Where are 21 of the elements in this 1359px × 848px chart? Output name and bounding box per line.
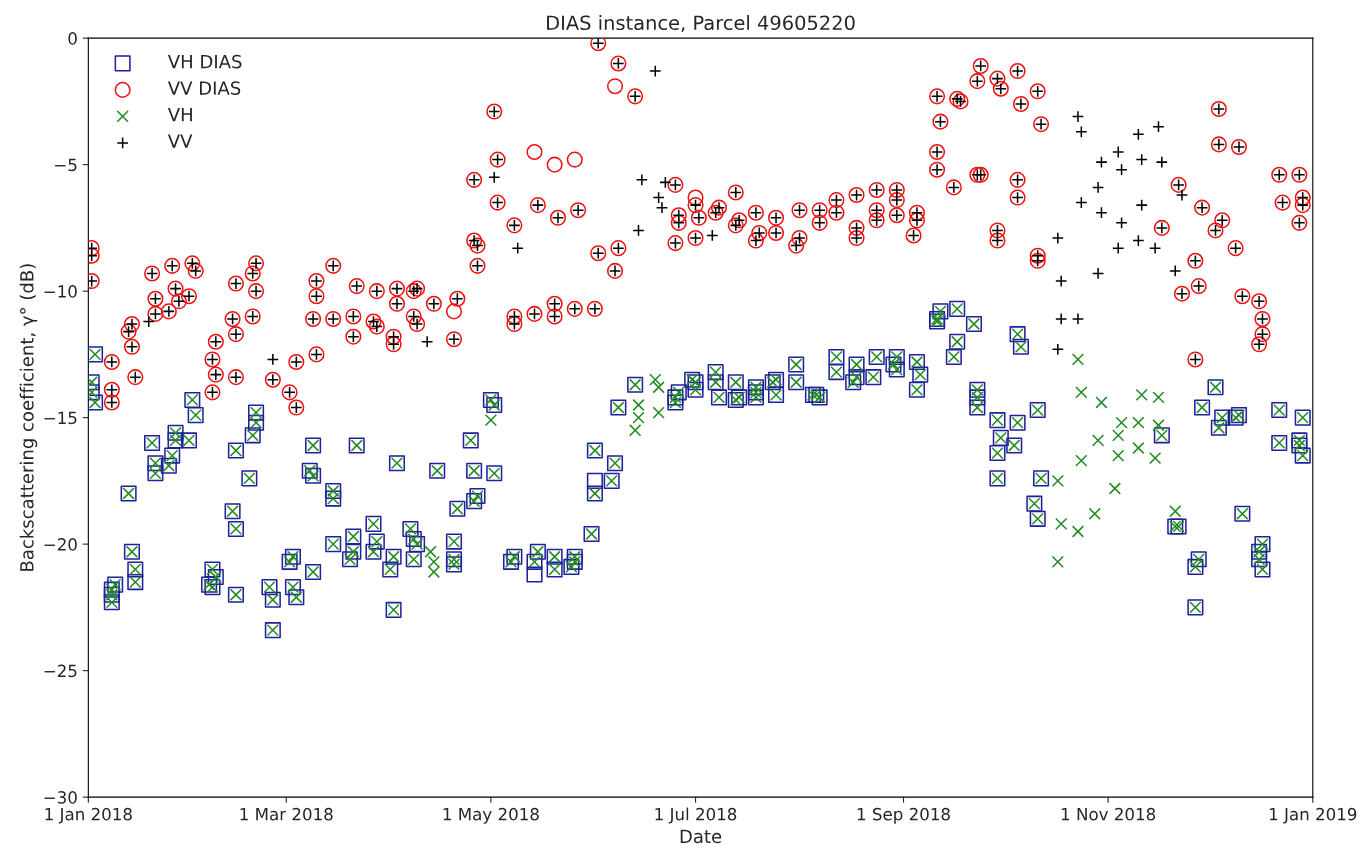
- y-tick-label: −30: [44, 791, 77, 804]
- y-tick-label: −20: [44, 538, 77, 551]
- chart-title: DIAS instance, Parcel 49605220: [547, 15, 855, 33]
- x-axis-title: Date: [680, 829, 722, 844]
- x-tick-label: 1 Mar 2018: [240, 807, 333, 821]
- y-tick-label: 0: [68, 32, 77, 45]
- x-tick-label: 1 Jan 2018: [45, 807, 132, 824]
- y-tick-label: −10: [44, 285, 77, 298]
- y-axis-title: Backscattering coefficient, γ° (dB): [19, 264, 38, 571]
- x-tick-label: 1 Jan 2019: [1269, 807, 1357, 824]
- x-tick-label: 1 May 2018: [443, 807, 539, 824]
- y-tick-label: −5: [55, 158, 77, 172]
- x-tick-label: 1 Jul 2018: [655, 807, 737, 824]
- x-tick-label: 1 Sep 2018: [857, 807, 950, 824]
- y-tick-label: −15: [44, 411, 77, 425]
- legend-label: VV DIAS: [167, 81, 241, 95]
- x-tick-label: 1 Nov 2018: [1061, 807, 1156, 821]
- y-tick-label: −25: [44, 664, 77, 678]
- legend-label: VV: [167, 134, 193, 148]
- legend-label: VH DIAS: [167, 54, 242, 69]
- legend-label: VH: [167, 107, 192, 122]
